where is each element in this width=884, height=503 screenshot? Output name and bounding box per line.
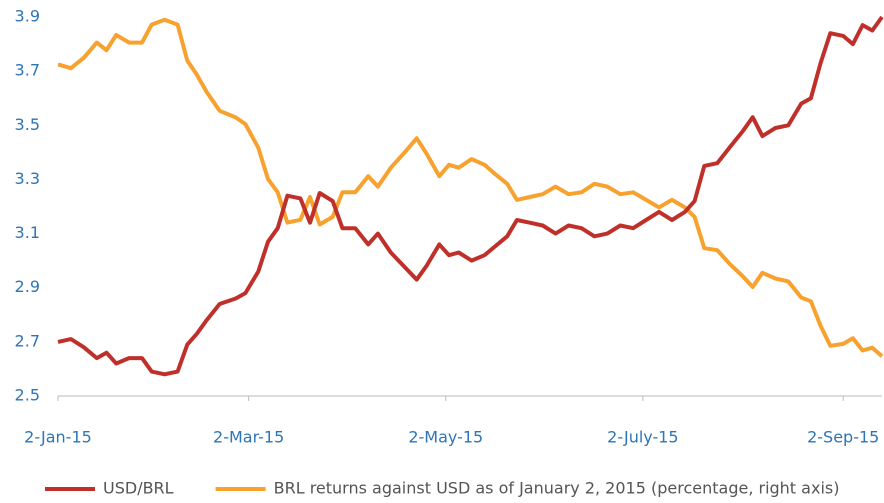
- x-tick-label: 2-Sep-15: [807, 428, 879, 447]
- legend: USD/BRL BRL returns against USD as of Jan…: [45, 479, 839, 498]
- series-line: [57, 15, 884, 377]
- x-tick-label: 2-May-15: [408, 428, 483, 447]
- y-tick-label: 2.7: [15, 331, 40, 350]
- y-tick-label: 2.9: [15, 277, 40, 296]
- y-tick-label: 3.3: [15, 169, 40, 188]
- y-tick-label: 3.5: [15, 115, 40, 134]
- y-tick-label: 3.7: [15, 61, 40, 80]
- y-tick-label: 3.1: [15, 223, 40, 242]
- legend-label: BRL returns against USD as of January 2,…: [274, 479, 840, 498]
- legend-label: USD/BRL: [103, 479, 174, 498]
- y-tick-label: 2.5: [15, 386, 40, 405]
- x-tick-label: 2-July-15: [607, 428, 678, 447]
- x-tick-label: 2-Jan-15: [24, 428, 92, 447]
- series-line: [57, 17, 884, 358]
- y-tick-label: 3.9: [15, 7, 40, 26]
- x-tick-label: 2-Mar-15: [213, 428, 284, 447]
